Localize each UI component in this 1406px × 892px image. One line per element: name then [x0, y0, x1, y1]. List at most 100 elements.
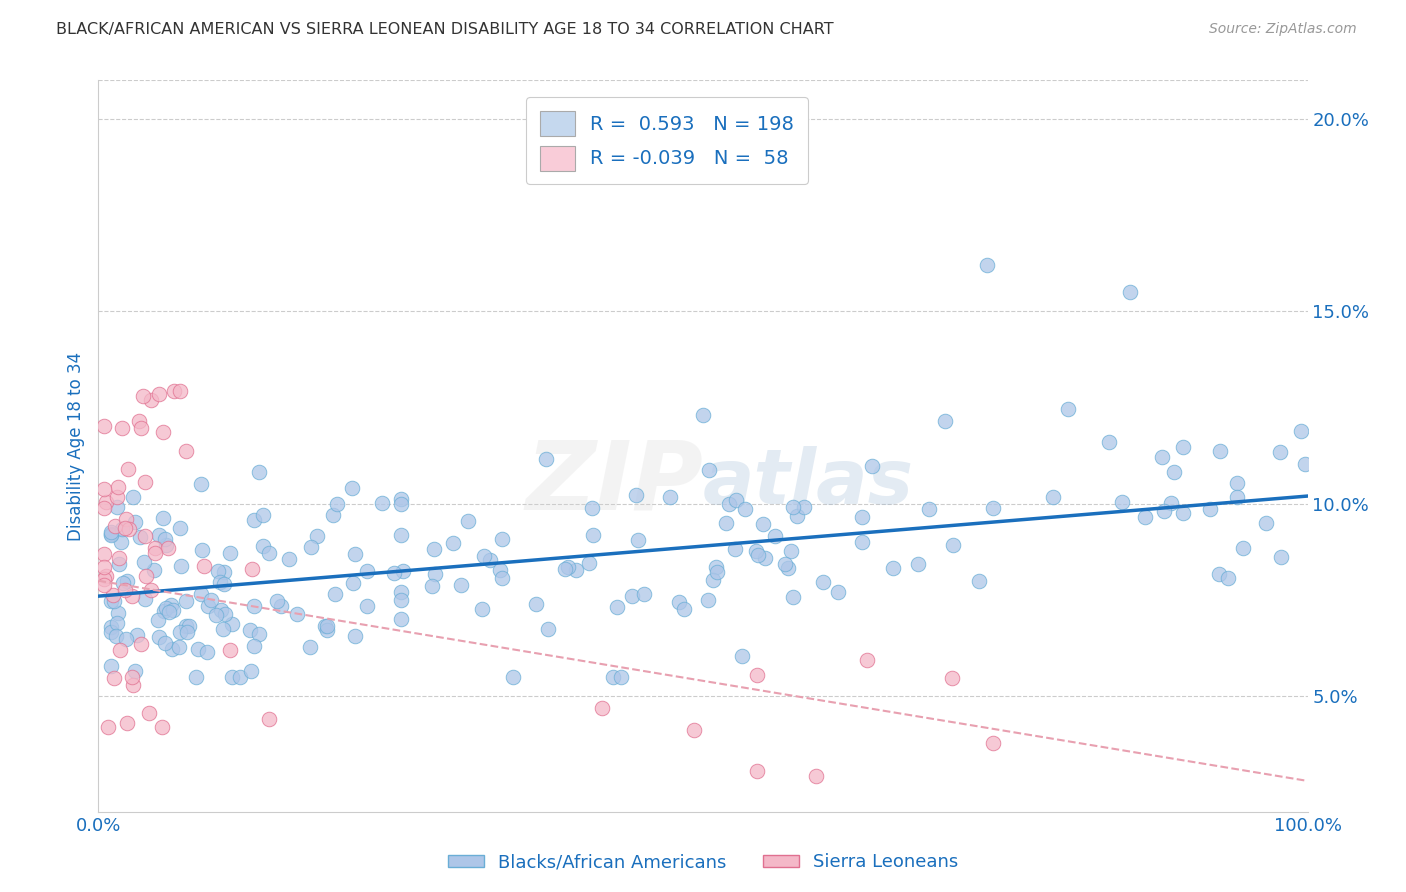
Point [450, 578, 472, 592]
Point [725, 493, 748, 508]
Point [129, 530, 152, 544]
Point [591, 701, 613, 715]
Point [211, 623, 233, 637]
Point [627, 533, 650, 547]
Point [827, 584, 849, 599]
Point [190, 586, 212, 600]
Point [782, 590, 804, 604]
Point [107, 480, 129, 494]
Point [773, 557, 796, 571]
Point [174, 594, 197, 608]
Point [135, 569, 157, 583]
Point [148, 630, 170, 644]
Text: Source: ZipAtlas.com: Source: ZipAtlas.com [1209, 22, 1357, 37]
Point [1160, 495, 1182, 509]
Point [105, 500, 128, 514]
Point [169, 624, 191, 639]
Point [745, 544, 768, 558]
Point [93, 560, 115, 574]
Point [239, 664, 262, 678]
Point [702, 573, 724, 587]
Point [138, 706, 160, 720]
Point [1226, 490, 1249, 504]
Point [167, 640, 190, 654]
Point [100, 658, 122, 673]
Point [160, 641, 183, 656]
Point [190, 477, 212, 491]
Point [162, 603, 184, 617]
Point [299, 541, 322, 555]
Point [793, 500, 815, 514]
Point [723, 542, 745, 557]
Point [153, 533, 176, 547]
Point [197, 599, 219, 613]
Point [93, 572, 115, 586]
Point [356, 599, 378, 613]
Point [423, 567, 446, 582]
Point [112, 576, 135, 591]
Point [157, 605, 180, 619]
Point [179, 619, 201, 633]
Point [104, 519, 127, 533]
Point [981, 736, 1004, 750]
Point [717, 497, 740, 511]
Point [659, 490, 682, 504]
Point [776, 561, 799, 575]
Point [121, 670, 143, 684]
Point [115, 716, 138, 731]
Point [115, 512, 138, 526]
Point [731, 649, 754, 664]
Point [150, 720, 173, 734]
Point [252, 508, 274, 522]
Point [100, 593, 122, 607]
Point [184, 670, 207, 684]
Point [918, 502, 941, 516]
Point [860, 458, 883, 473]
Point [219, 546, 242, 560]
Point [266, 593, 288, 607]
Point [93, 547, 115, 561]
Point [100, 526, 122, 541]
Point [270, 599, 292, 613]
Point [247, 465, 270, 479]
Point [1057, 402, 1080, 417]
Point [697, 463, 720, 477]
Point [624, 487, 647, 501]
Point [1118, 285, 1140, 299]
Point [1232, 541, 1254, 555]
Point [240, 562, 263, 576]
Point [423, 542, 446, 557]
Point [193, 559, 215, 574]
Point [1199, 502, 1222, 516]
Point [343, 628, 366, 642]
Point [314, 619, 336, 633]
Point [315, 619, 337, 633]
Point [107, 490, 129, 504]
Point [105, 616, 128, 631]
Point [107, 558, 129, 572]
Point [1173, 440, 1195, 454]
Point [221, 670, 243, 684]
Point [754, 550, 776, 565]
Point [581, 501, 603, 516]
Point [371, 496, 394, 510]
Point [108, 642, 131, 657]
Point [110, 535, 132, 549]
Point [243, 599, 266, 613]
Point [243, 640, 266, 654]
Point [111, 522, 134, 536]
Point [441, 535, 464, 549]
Point [342, 575, 364, 590]
Point [124, 665, 146, 679]
Point [620, 590, 643, 604]
Point [606, 599, 628, 614]
Point [882, 561, 904, 575]
Point [326, 498, 349, 512]
Point [457, 514, 479, 528]
Point [582, 528, 605, 542]
Point [471, 602, 494, 616]
Point [141, 392, 163, 407]
Point [129, 421, 152, 435]
Point [941, 671, 963, 685]
Point [94, 494, 117, 508]
